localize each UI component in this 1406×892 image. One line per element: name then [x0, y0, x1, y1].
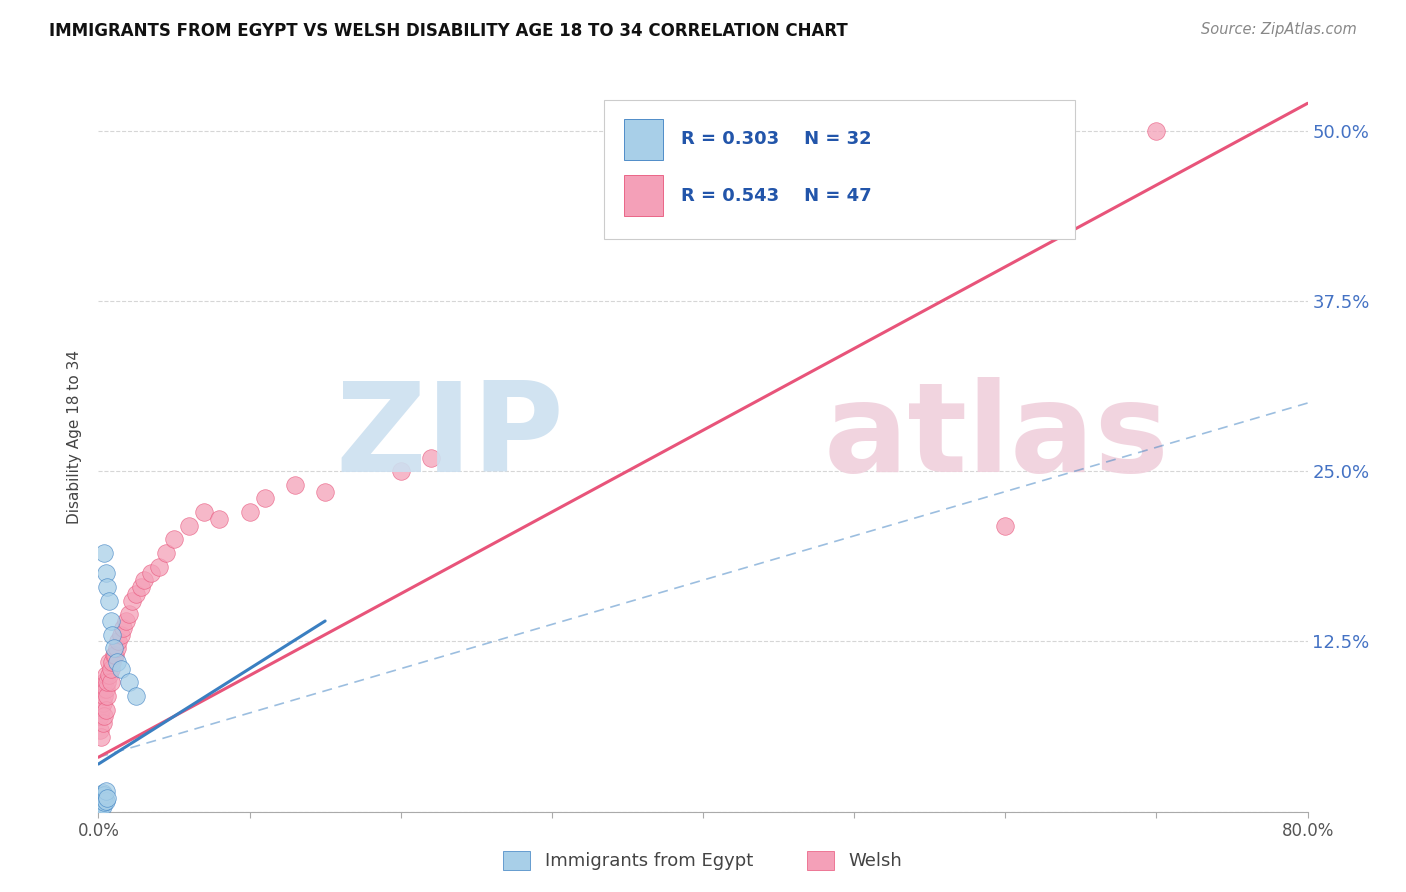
Point [93, 675, 115, 690]
Point [93, 546, 115, 560]
Point [90, 799, 112, 814]
Text: R = 0.303    N = 32: R = 0.303 N = 32 [682, 130, 872, 148]
Point [103, 641, 125, 656]
Point [96, 791, 118, 805]
Point [129, 580, 152, 594]
Point [89, 723, 111, 737]
Point [91, 794, 114, 808]
Point [101, 655, 124, 669]
Point [91, 786, 114, 800]
Point [132, 573, 155, 587]
Point [179, 518, 201, 533]
Point [89, 800, 111, 814]
Point [239, 505, 262, 519]
Point [420, 450, 443, 465]
Point [98, 655, 121, 669]
Point [104, 648, 127, 662]
Point [91, 716, 114, 731]
Point [118, 675, 141, 690]
Point [90, 730, 112, 744]
Point [89, 797, 111, 812]
Point [93, 789, 115, 803]
Bar [624, 175, 664, 216]
Point [91, 791, 114, 805]
Point [91, 696, 114, 710]
Point [94, 784, 117, 798]
Text: atlas: atlas [824, 376, 1170, 498]
FancyBboxPatch shape [603, 100, 1076, 238]
Text: ZIP: ZIP [335, 376, 564, 498]
Point [105, 655, 128, 669]
Point [94, 682, 117, 697]
Point [107, 634, 129, 648]
Point [96, 580, 118, 594]
Point [90, 791, 112, 805]
Point [90, 789, 112, 803]
Point [90, 797, 112, 812]
Point [110, 627, 132, 641]
Point [118, 607, 141, 622]
Point [90, 794, 112, 808]
Point [91, 799, 114, 814]
Point [110, 662, 132, 676]
Point [98, 593, 121, 607]
Point [155, 546, 177, 560]
Point [94, 794, 117, 808]
Point [100, 662, 122, 676]
Bar [624, 119, 664, 160]
Point [93, 689, 115, 703]
Point [103, 648, 125, 662]
Point [193, 505, 215, 519]
Point [105, 641, 128, 656]
Point [91, 682, 114, 697]
Point [148, 559, 170, 574]
Point [90, 795, 112, 809]
Point [389, 464, 412, 478]
Point [314, 484, 336, 499]
Point [89, 802, 111, 816]
Point [284, 477, 307, 491]
Point [94, 668, 117, 682]
Point [1144, 123, 1167, 137]
Point [253, 491, 276, 506]
Point [100, 614, 122, 628]
Text: Source: ZipAtlas.com: Source: ZipAtlas.com [1201, 22, 1357, 37]
Point [91, 797, 114, 811]
Point [100, 675, 122, 690]
Point [93, 792, 115, 806]
Point [93, 795, 115, 809]
Point [98, 668, 121, 682]
Point [93, 709, 115, 723]
Point [163, 533, 186, 547]
Point [994, 518, 1017, 533]
Point [125, 587, 148, 601]
Legend: Immigrants from Egypt, Welsh: Immigrants from Egypt, Welsh [496, 844, 910, 878]
Text: R = 0.543    N = 47: R = 0.543 N = 47 [682, 186, 872, 205]
Point [90, 702, 112, 716]
Point [121, 593, 143, 607]
Point [125, 689, 148, 703]
Text: IMMIGRANTS FROM EGYPT VS WELSH DISABILITY AGE 18 TO 34 CORRELATION CHART: IMMIGRANTS FROM EGYPT VS WELSH DISABILIT… [49, 22, 848, 40]
Point [111, 621, 134, 635]
Point [96, 689, 118, 703]
Point [94, 702, 117, 716]
Point [101, 627, 124, 641]
Point [208, 512, 231, 526]
Y-axis label: Disability Age 18 to 34: Disability Age 18 to 34 [67, 350, 83, 524]
Point [141, 566, 163, 581]
Point [94, 566, 117, 581]
Point [114, 614, 136, 628]
Point [96, 675, 118, 690]
Point [89, 709, 111, 723]
Point [89, 797, 111, 811]
